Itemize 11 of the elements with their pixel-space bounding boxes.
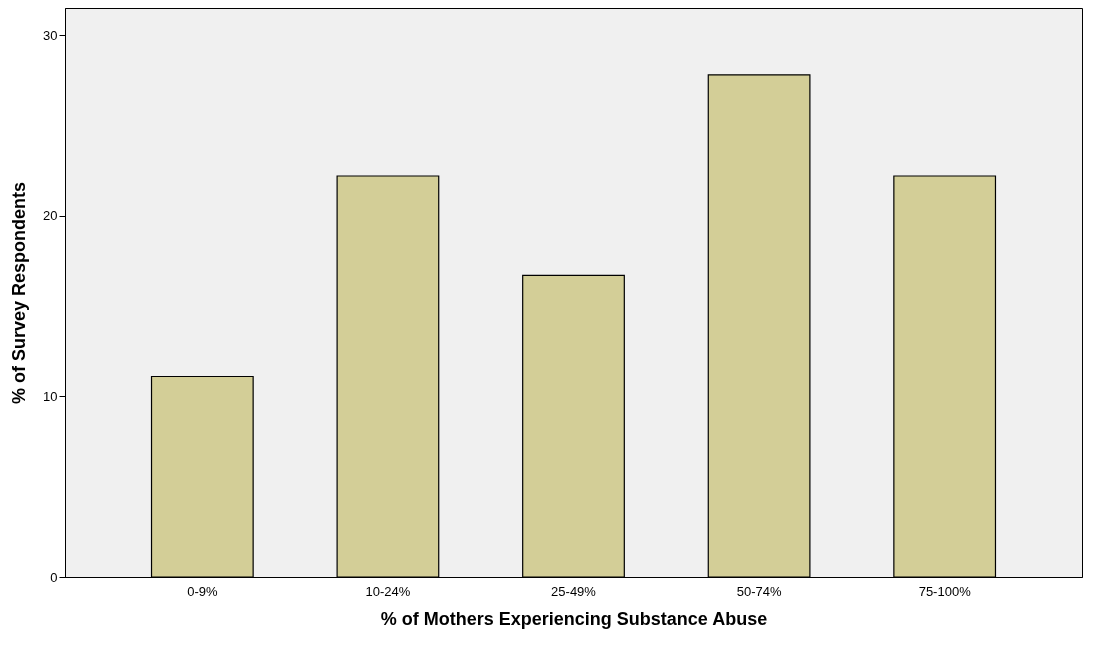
y-tick-label: 20 <box>43 208 58 224</box>
x-tick-label: 0-9% <box>187 583 218 599</box>
x-tick-label: 25-49% <box>551 583 597 599</box>
y-tick-label: 10 <box>43 388 58 404</box>
x-tick-label: 10-24% <box>365 583 411 599</box>
y-axis-title: % of Survey Respondents <box>9 181 30 405</box>
y-tick-label: 30 <box>43 27 58 43</box>
y-tick-label: 0 <box>50 569 58 585</box>
x-tick-label: 50-74% <box>736 583 782 599</box>
x-axis-title: % of Mothers Experiencing Substance Abuse <box>380 608 768 629</box>
x-tick-label: 75-100% <box>918 583 972 599</box>
